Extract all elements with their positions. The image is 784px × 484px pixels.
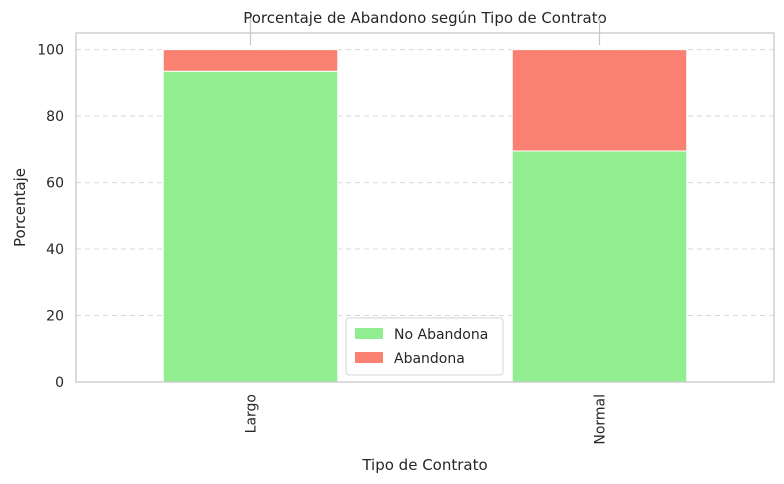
- y-tick-label-100: 100: [37, 43, 64, 59]
- legend-label-no-abandona: No Abandona: [394, 327, 488, 343]
- bar-normal-no-abandona: [511, 150, 688, 383]
- x-tick-label-normal: Normal: [593, 394, 609, 445]
- y-tick-label-20: 20: [46, 309, 64, 325]
- y-axis-label: Porcentaje: [11, 168, 29, 247]
- chart-title: Porcentaje de Abandono según Tipo de Con…: [243, 9, 607, 27]
- y-tick-label-0: 0: [55, 375, 64, 391]
- bar-largo-no-abandona: [162, 70, 339, 383]
- bar-largo-abandona: [162, 49, 339, 72]
- y-tick-layer: 0 20 40 60 80 100: [37, 43, 64, 391]
- x-tick-layer: Largo Normal: [244, 394, 609, 445]
- plot-frame: [75, 32, 775, 383]
- y-tick-label-80: 80: [46, 109, 64, 125]
- x-tick-label-largo: Largo: [244, 394, 260, 433]
- legend-swatch-no-abandona: [355, 328, 383, 339]
- y-tick-label-60: 60: [46, 176, 64, 192]
- legend: No Abandona Abandona: [345, 317, 504, 376]
- bar-normal-abandona: [511, 49, 688, 152]
- legend-box: [345, 317, 504, 376]
- legend-label-abandona: Abandona: [394, 351, 465, 367]
- legend-swatch-abandona: [355, 352, 383, 363]
- grid-layer: [76, 18, 774, 317]
- x-axis-label: Tipo de Contrato: [361, 456, 487, 474]
- bar-layer: [162, 49, 688, 383]
- y-tick-label-40: 40: [46, 242, 64, 258]
